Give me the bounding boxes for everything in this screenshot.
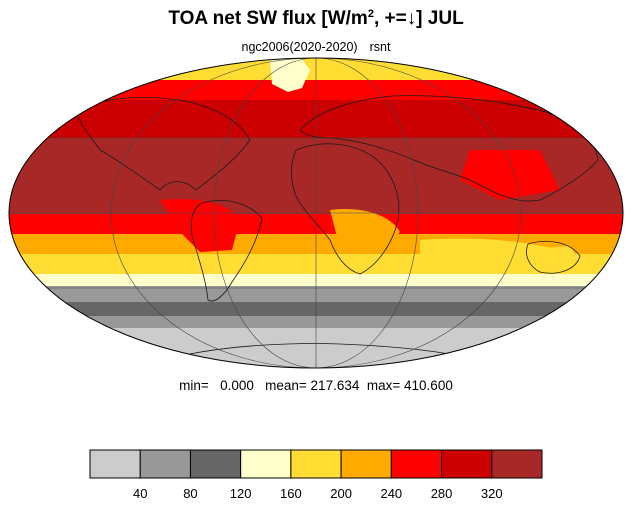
colorbar-tick-label: 320 [480, 486, 503, 501]
coastline-north-america [75, 97, 251, 191]
colorbar-tick-label: 280 [430, 486, 453, 501]
australia-patch [520, 246, 580, 270]
colorbar-swatch [290, 449, 342, 479]
stats-max-value: 410.600 [404, 378, 453, 393]
title-superscript: 2 [367, 8, 374, 20]
graticule-meridian-120 [110, 58, 522, 368]
colorbar-swatch [340, 449, 392, 479]
subtitle-run: ngc2006(2020-2020) [241, 40, 358, 54]
coastline-africa [291, 143, 400, 275]
coastline-australia [526, 240, 581, 274]
globe-outline [8, 57, 624, 369]
colorbar-swatch [189, 449, 242, 479]
coastline-south-america [190, 200, 263, 302]
colorbar-tick-label: 160 [280, 486, 302, 501]
coastlines [75, 95, 599, 357]
greenland-patch [270, 58, 310, 92]
amazon-patch [160, 198, 240, 252]
colorbar-tick-label: 200 [330, 486, 352, 501]
central-africa-patch [330, 208, 400, 252]
stats-min-value: 0.000 [220, 378, 254, 393]
title-suffix: , +=↓] JUL [373, 8, 464, 29]
colorbar-swatch [240, 449, 292, 479]
north-america-patch [86, 111, 200, 138]
colorbar-tick-label: 120 [229, 486, 252, 501]
colorbar-tick-label: 240 [380, 486, 403, 501]
coastline-eurasia [299, 95, 599, 202]
plot-subtitle: ngc2006(2020-2020) rsnt [0, 40, 632, 54]
colorbar-swatch [89, 449, 141, 479]
colorbar [89, 449, 543, 479]
colorbar-swatch [139, 449, 191, 479]
stats-mean-value: 217.634 [310, 378, 360, 393]
stats-line: min= 0.000 mean= 217.634 max= 410.600 [0, 378, 632, 393]
coastline-antarctica [189, 343, 461, 357]
graticule-meridian-60 [213, 58, 419, 368]
title-main: TOA net SW flux [W/m [168, 8, 368, 29]
stats-mean-label: mean= [265, 378, 307, 393]
colorbar-tick-label: 80 [183, 486, 198, 501]
stats-min-label: min= [179, 378, 209, 393]
colorbar-swatch [491, 449, 543, 479]
colorbar-tick-label: 40 [132, 486, 148, 501]
colorbar-swatch [441, 449, 493, 479]
colorbar-swatch [390, 449, 443, 479]
plot-title: TOA net SW flux [W/m2, +=↓] JUL [0, 8, 632, 30]
graticule [9, 58, 623, 368]
stats-max-label: max= [366, 378, 401, 393]
subtitle-variable: rsnt [369, 40, 391, 54]
